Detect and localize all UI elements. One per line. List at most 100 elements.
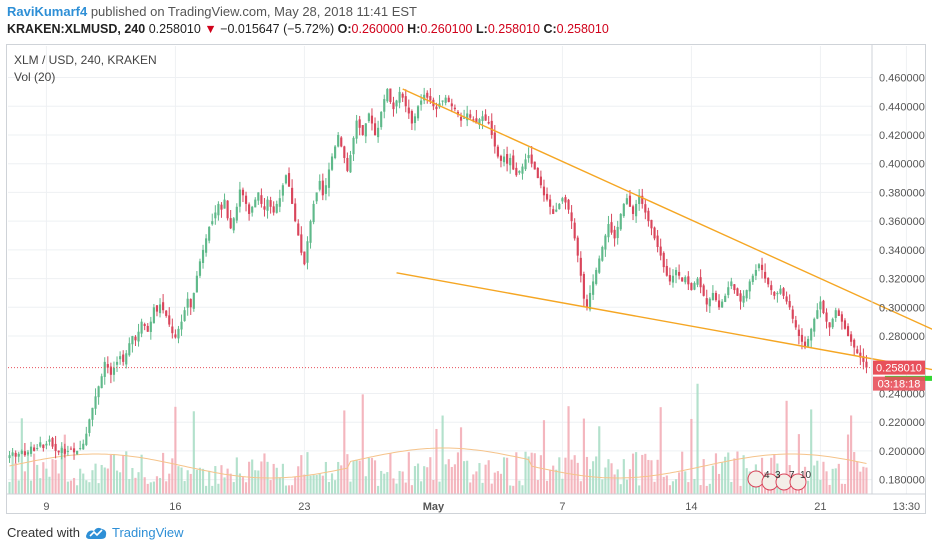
volume-bar [678, 472, 681, 494]
candle-body [776, 292, 779, 295]
volume-bar [48, 476, 51, 494]
volume-bar [244, 482, 248, 494]
volume-bar [619, 484, 622, 494]
volume-bar [103, 467, 106, 494]
volume-bar [810, 409, 813, 494]
price-tick-label: 0.220000 [879, 417, 925, 429]
candle-body [469, 114, 472, 118]
candle-body [69, 448, 73, 450]
candle-body [828, 322, 831, 328]
candle-body [26, 452, 30, 455]
volume-bar [155, 476, 159, 494]
volume-bar [487, 460, 490, 494]
published-text: published on TradingView.com, May 28, 20… [90, 4, 417, 19]
quote-line: KRAKEN:XLMUSD, 240 0.258010 ▼ −0.015647 … [7, 22, 609, 36]
volume-bar [128, 478, 131, 494]
time-tick-label: 9 [43, 501, 49, 513]
candle-body [435, 106, 438, 110]
volume-bar [88, 482, 91, 494]
candle-body [807, 338, 810, 347]
volume-bar [303, 474, 306, 494]
candle-body [708, 298, 711, 307]
price-tick-label: 0.460000 [879, 73, 925, 85]
volume-bar [186, 470, 189, 494]
volume-bar [588, 469, 592, 494]
candle-body [509, 157, 512, 166]
volume-bar [527, 456, 530, 494]
candle-body [119, 356, 122, 360]
volume-bar [275, 467, 278, 494]
candle-body [423, 94, 426, 101]
candle-body [134, 336, 137, 341]
volume-bar [515, 452, 518, 494]
volume-bar [552, 465, 555, 494]
candle-body [512, 155, 515, 170]
volume-bar [475, 471, 478, 494]
author-link[interactable]: RaviKumarf4 [7, 4, 88, 19]
volume-bar [82, 473, 85, 494]
candle-body [834, 310, 837, 319]
candle-body [241, 189, 245, 196]
candle-body [226, 200, 229, 219]
volume-bar [284, 485, 288, 494]
volume-bar [45, 468, 48, 494]
candle-body [822, 300, 825, 314]
candle-body [696, 278, 699, 285]
candle-body [782, 288, 785, 296]
candle-body [770, 285, 773, 291]
volume-bar [846, 434, 850, 494]
candle-body [131, 336, 134, 345]
open-label: O: [337, 22, 352, 36]
volume-bar [865, 467, 868, 494]
candle-body [251, 206, 254, 213]
candle-body [794, 320, 797, 328]
candle-body [499, 155, 503, 161]
candle-body [294, 203, 297, 222]
volume-bar [859, 471, 862, 494]
volume-bar [162, 452, 165, 494]
volume-bar [223, 477, 226, 494]
candle-body [248, 204, 251, 214]
candle-body [416, 106, 420, 119]
volume-bar [42, 462, 45, 494]
candle-body [23, 451, 26, 456]
tradingview-brand-link[interactable]: TradingView [112, 525, 184, 540]
candle-body [579, 257, 582, 276]
volume-bar [109, 454, 112, 494]
volume-bar [263, 453, 266, 494]
candle-body [668, 275, 671, 282]
candle-body [831, 318, 834, 328]
event-flag-icon[interactable] [789, 473, 807, 491]
candle-body [717, 300, 721, 308]
close-label: C: [543, 22, 557, 36]
volume-bar [177, 466, 180, 494]
volume-bar [509, 485, 512, 494]
volume-bar [214, 466, 217, 494]
volume-bar [797, 434, 800, 494]
price-axis[interactable]: 0.460000 0.440000 0.420000 0.400000 0.380000… [879, 73, 925, 487]
price-tick-label: 0.320000 [879, 274, 925, 286]
candle-body [72, 448, 76, 453]
volume-bar [506, 457, 509, 494]
candle-body [653, 227, 656, 239]
candle-body [94, 396, 97, 409]
time-tick-label: 23 [298, 501, 310, 513]
candle-body [788, 301, 791, 308]
candle-body [693, 282, 696, 290]
candle-body [767, 277, 770, 285]
volume-bar [238, 473, 241, 494]
candle-body [542, 186, 546, 196]
volume-bar [321, 475, 324, 494]
candle-body [152, 307, 155, 324]
chart-frame[interactable] [6, 44, 926, 514]
candle-body [79, 448, 82, 450]
event-flag-icon[interactable] [747, 470, 765, 488]
candle-body [413, 116, 417, 124]
candle-body [29, 446, 33, 454]
events-badges[interactable]: 4 3 7 10 [747, 470, 812, 491]
candle-body [143, 324, 146, 326]
volume-bar [352, 461, 355, 494]
time-tick-label: 7 [559, 501, 565, 513]
